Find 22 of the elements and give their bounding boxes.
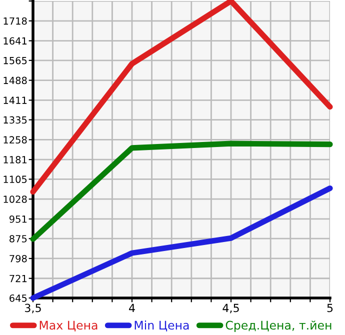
- y-tick-label: 1105: [4, 176, 27, 184]
- x-tick-label: 5: [327, 304, 333, 312]
- legend-label: Min Цена: [134, 320, 189, 332]
- legend-label: Max Цена: [40, 320, 98, 332]
- y-tick-label: 1565: [4, 56, 27, 64]
- x-tick-label: 4,5: [222, 304, 239, 314]
- x-tick-label: 4: [129, 304, 135, 312]
- y-tick-label: 1335: [4, 116, 27, 124]
- y-tick-label: 721: [10, 274, 27, 282]
- y-tick-label: 645: [10, 294, 27, 302]
- y-tick-label: 1258: [4, 136, 27, 144]
- y-tick-label: 1181: [4, 156, 27, 164]
- x-tick-label: 3,5: [25, 304, 41, 314]
- y-tick-label: 1028: [4, 196, 27, 203]
- legend-label: Сред.Цена, т.йен: [226, 320, 332, 332]
- y-tick-label: 1488: [4, 76, 27, 84]
- y-tick-label: 1641: [4, 37, 27, 45]
- y-tick-label: 1718: [4, 17, 27, 25]
- y-tick-label: 875: [10, 235, 27, 242]
- y-tick-label: 951: [10, 215, 27, 223]
- y-tick-label: 1411: [4, 96, 27, 104]
- y-tick-label: 798: [10, 254, 27, 262]
